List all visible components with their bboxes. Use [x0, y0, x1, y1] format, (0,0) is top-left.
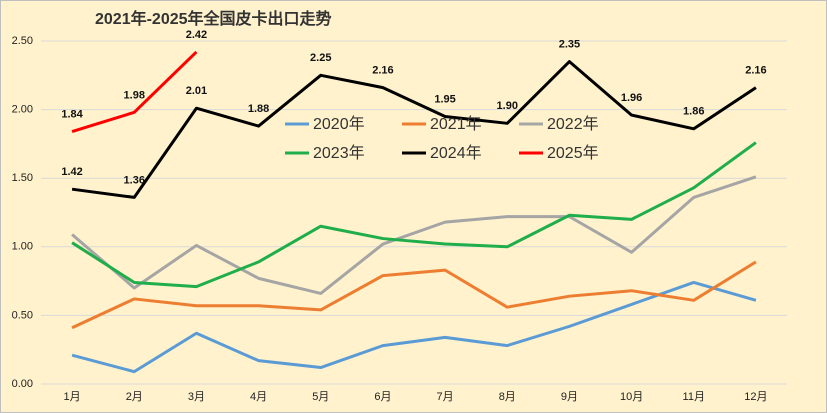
y-tick-label: 2.50: [12, 35, 33, 47]
series-line: [71, 280, 757, 374]
data-label: 1.98: [124, 89, 145, 101]
x-tick-label: 5月: [312, 391, 329, 403]
x-tick-label: 1月: [64, 391, 81, 403]
data-label: 1.90: [497, 100, 518, 112]
y-tick-label: 1.00: [12, 241, 33, 253]
x-tick-label: 6月: [374, 391, 391, 403]
legend-label: 2023年: [313, 144, 365, 162]
data-label: 1.84: [61, 108, 83, 120]
chart-title: 2021年-2025年全国皮卡出口走势: [95, 9, 332, 28]
data-label: 2.35: [559, 38, 580, 50]
data-label: 2.42: [186, 29, 207, 41]
x-tick-label: 3月: [188, 391, 205, 403]
x-tick-label: 8月: [499, 391, 516, 403]
series-line: [71, 50, 198, 133]
x-tick-label: 11月: [683, 391, 705, 403]
series-line: [71, 260, 757, 330]
legend-label: 2025年: [547, 144, 599, 162]
x-tick-label: 12月: [744, 391, 767, 403]
data-label: 2.16: [745, 65, 766, 77]
y-tick-label: 0.50: [12, 309, 33, 321]
y-tick-label: 1.50: [12, 172, 33, 184]
data-label: 1.36: [124, 174, 145, 186]
series-line: [71, 175, 757, 295]
y-tick-label: 0.00: [12, 378, 33, 390]
legend-label: 2021年: [430, 115, 482, 133]
y-tick-label: 2.00: [12, 104, 33, 116]
data-label: 2.01: [186, 85, 207, 97]
legend-label: 2022年: [547, 115, 599, 133]
x-tick-label: 2月: [126, 391, 143, 403]
data-label: 1.96: [621, 92, 642, 104]
x-tick-label: 9月: [561, 391, 578, 403]
x-tick-label: 7月: [437, 391, 454, 403]
data-label: 1.42: [61, 166, 82, 178]
series-line: [71, 141, 757, 289]
data-label: 1.88: [248, 103, 269, 115]
x-tick-label: 10月: [620, 391, 643, 403]
legend-label: 2024年: [430, 144, 482, 162]
data-label: 2.16: [372, 65, 393, 77]
legend-label: 2020年: [313, 115, 365, 133]
x-tick-label: 4月: [250, 391, 267, 403]
data-label: 2.25: [310, 52, 331, 64]
data-label: 1.86: [683, 106, 704, 118]
data-label: 1.95: [434, 93, 455, 105]
series-line: [71, 60, 757, 199]
